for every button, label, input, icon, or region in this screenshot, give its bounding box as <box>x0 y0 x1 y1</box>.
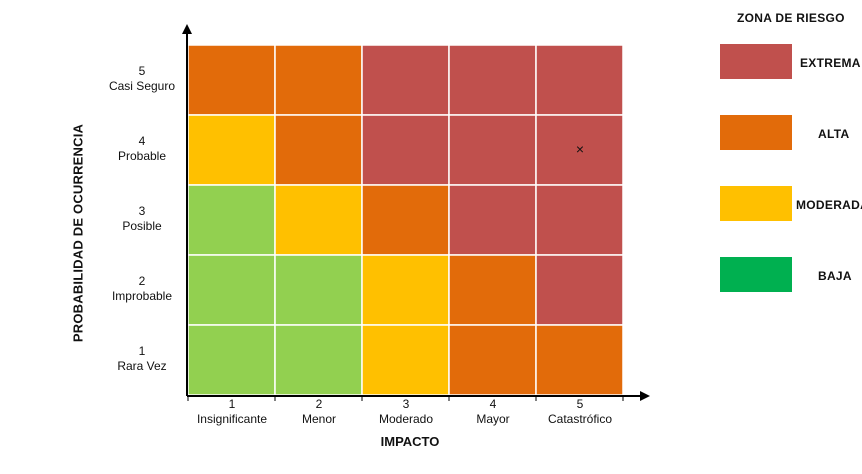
x-label-name: Mayor <box>476 412 510 426</box>
legend-swatch-extrema <box>720 44 792 79</box>
matrix-cell-high <box>448 324 537 396</box>
x-label-3: 3 Moderado <box>362 397 450 427</box>
x-label-num: 1 <box>228 397 236 411</box>
legend-swatch-alta <box>720 115 792 150</box>
matrix-cell-moderate <box>187 114 276 186</box>
y-axis-title: PROBABILIDAD DE OCURRENCIA <box>70 123 86 343</box>
matrix-cell-extreme <box>535 184 624 256</box>
legend-label-extrema: EXTREMA <box>800 56 861 70</box>
matrix-cell-extreme <box>448 44 537 116</box>
y-label-name: Rara Vez <box>117 359 167 373</box>
x-label-name: Insignificante <box>196 412 268 426</box>
matrix-cell-moderate <box>361 324 450 396</box>
matrix-cell-extreme <box>535 114 624 186</box>
x-axis-title: IMPACTO <box>380 434 440 449</box>
x-label-name: Menor <box>301 412 336 426</box>
x-label-num: 3 <box>402 397 410 411</box>
x-label-num: 2 <box>315 397 323 411</box>
matrix-cell-high <box>535 324 624 396</box>
matrix-cell-extreme <box>535 44 624 116</box>
x-label-name: Catastrófico <box>547 412 613 426</box>
risk-marker: × <box>575 141 585 157</box>
matrix-cell-low <box>274 324 363 396</box>
matrix-cell-moderate <box>274 184 363 256</box>
matrix-cell-low <box>274 254 363 326</box>
y-label-name: Probable <box>117 149 167 163</box>
y-axis-arrow-icon <box>182 24 192 34</box>
y-label-2: 2 Improbable <box>97 274 187 304</box>
matrix-cell-high <box>187 44 276 116</box>
x-label-name: Moderado <box>378 412 434 426</box>
matrix-cell-high <box>361 184 450 256</box>
matrix-cell-extreme <box>448 184 537 256</box>
x-label-2: 2 Menor <box>275 397 363 427</box>
y-label-num: 1 <box>138 344 146 358</box>
x-label-4: 4 Mayor <box>449 397 537 427</box>
legend-label-alta: ALTA <box>818 127 850 141</box>
y-label-num: 3 <box>138 204 146 218</box>
legend-swatch-moderada <box>720 186 792 221</box>
x-label-num: 4 <box>489 397 497 411</box>
y-label-name: Improbable <box>111 289 173 303</box>
y-label-1: 1 Rara Vez <box>97 344 187 374</box>
matrix-cell-moderate <box>361 254 450 326</box>
x-label-5: 5 Catastrófico <box>536 397 624 427</box>
matrix-cell-extreme <box>361 114 450 186</box>
matrix-cell-extreme <box>535 254 624 326</box>
y-label-5: 5 Casi Seguro <box>97 64 187 94</box>
matrix-cell-extreme <box>361 44 450 116</box>
legend-swatch-baja <box>720 257 792 292</box>
y-label-3: 3 Posible <box>97 204 187 234</box>
x-label-1: 1 Insignificante <box>188 397 276 427</box>
matrix-cell-high <box>448 254 537 326</box>
matrix-cell-high <box>274 44 363 116</box>
y-label-num: 2 <box>138 274 146 288</box>
legend-label-moderada: MODERADA <box>796 198 862 212</box>
matrix-cell-low <box>187 324 276 396</box>
x-label-num: 5 <box>576 397 584 411</box>
legend-label-baja: BAJA <box>818 269 852 283</box>
matrix-cell-low <box>187 254 276 326</box>
legend-title: ZONA DE RIESGO <box>737 11 845 25</box>
matrix-cells <box>187 44 624 396</box>
x-axis-arrow-icon <box>640 391 650 401</box>
y-label-num: 4 <box>138 134 146 148</box>
y-label-num: 5 <box>138 64 146 78</box>
y-label-name: Posible <box>122 219 162 233</box>
matrix-cell-high <box>274 114 363 186</box>
matrix-cell-extreme <box>448 114 537 186</box>
y-label-name: Casi Seguro <box>108 79 176 93</box>
y-label-4: 4 Probable <box>97 134 187 164</box>
matrix-cell-low <box>187 184 276 256</box>
